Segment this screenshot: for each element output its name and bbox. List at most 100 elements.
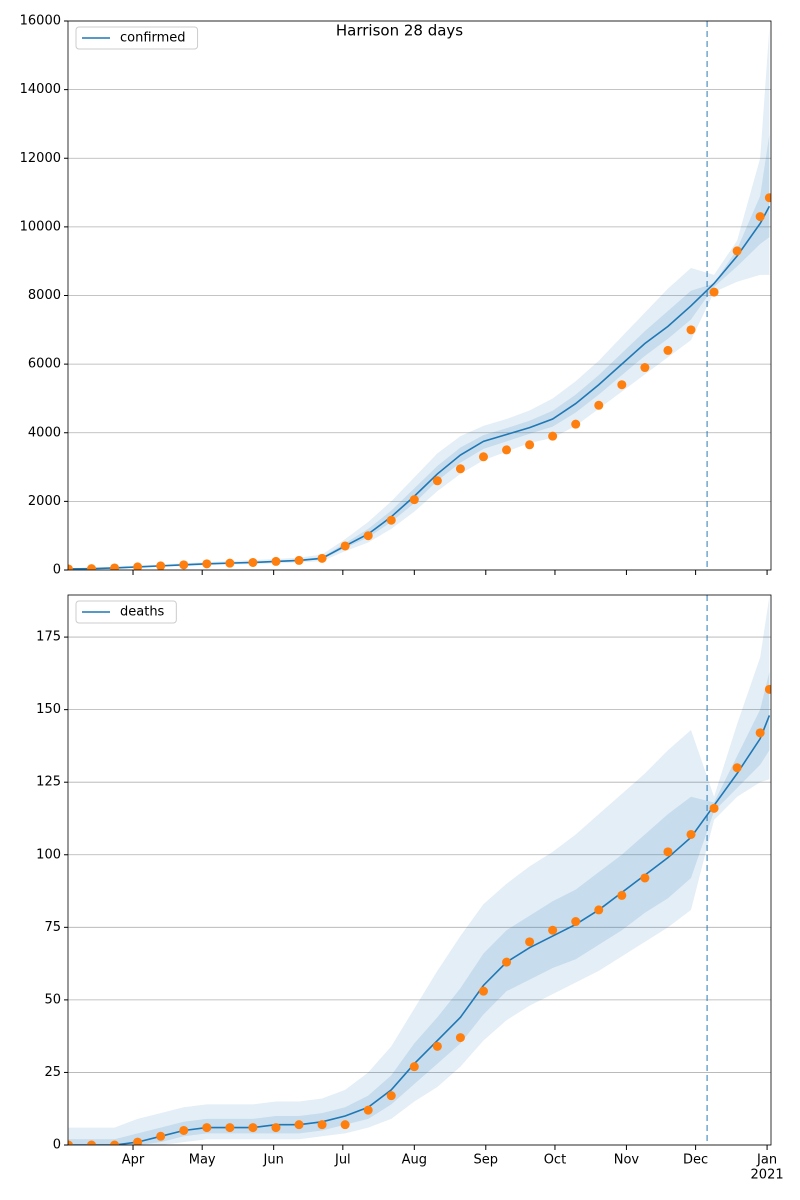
observed-point: [202, 559, 212, 569]
y-tick-label: 16000: [20, 14, 61, 29]
legend-box: [75, 600, 177, 624]
x-tick-label: Apr: [122, 1153, 145, 1168]
observed-point: [133, 1137, 143, 1145]
confidence-band: [68, 134, 770, 570]
plot-frame: [67, 20, 772, 571]
observed-point: [363, 531, 373, 541]
y-tick-label: 0: [53, 563, 61, 578]
y-tick-label: 50: [44, 992, 61, 1007]
observed-point: [571, 419, 581, 429]
observed-point: [179, 560, 189, 570]
confidence-band: [68, 596, 770, 1145]
observed-point: [502, 445, 512, 455]
observed-point: [179, 1125, 189, 1135]
observed-point: [617, 380, 627, 390]
observed-point: [755, 212, 765, 222]
y-tick-label: 125: [36, 775, 61, 790]
x-tick-label: Sep: [474, 1153, 499, 1168]
observed-point: [225, 1123, 235, 1133]
observed-point: [502, 957, 512, 967]
y-tick-label: 0: [53, 1138, 61, 1153]
x-tick-label: Oct: [544, 1153, 566, 1168]
legend-label: deaths: [120, 605, 165, 620]
observed-point: [764, 684, 771, 694]
observed-point: [110, 1140, 120, 1145]
observed-point: [525, 440, 535, 450]
plot-frame: [67, 594, 772, 1146]
y-tick-label: 25: [44, 1065, 61, 1080]
plot-area: [68, 596, 771, 1145]
observed-point: [455, 1033, 465, 1043]
x-tick-label: Aug: [402, 1153, 427, 1168]
observed-point: [317, 1120, 327, 1130]
observed-point: [202, 1123, 212, 1133]
observed-point: [110, 563, 120, 570]
observed-point: [764, 193, 771, 203]
observed-point: [340, 1120, 350, 1130]
y-tick-label: 150: [36, 702, 61, 717]
median-line: [68, 205, 771, 570]
legend: confirmed: [75, 26, 199, 50]
plot-area: [68, 27, 771, 570]
y-tick-label: 12000: [20, 151, 61, 166]
x-tick-label: May: [189, 1153, 216, 1168]
y-tick-label: 8000: [28, 288, 61, 303]
observed-point: [409, 1062, 419, 1072]
observed-point: [386, 1091, 396, 1101]
observed-point: [455, 464, 465, 474]
y-tick-label: 14000: [20, 82, 61, 97]
confidence-band: [68, 671, 770, 1145]
y-tick-label: 100: [36, 847, 61, 862]
y-tick-label: 6000: [28, 357, 61, 372]
x-year-label: 2021: [751, 1168, 784, 1183]
observed-point: [548, 431, 558, 441]
observed-point: [732, 246, 742, 256]
y-tick-label: 175: [36, 630, 61, 645]
observed-point: [640, 363, 650, 373]
observed-point: [317, 553, 327, 563]
observed-point: [271, 556, 281, 566]
x-tick-label: Nov: [614, 1153, 640, 1168]
observed-point: [571, 917, 581, 927]
legend: deaths: [75, 600, 177, 624]
observed-point: [248, 1123, 258, 1133]
observed-point: [225, 558, 235, 568]
legend-box: [75, 26, 199, 50]
observed-point: [248, 557, 258, 567]
x-tick-label: Jan: [756, 1153, 777, 1168]
observed-point: [594, 400, 604, 410]
observed-point: [271, 1123, 281, 1133]
x-tick-label: Dec: [683, 1153, 708, 1168]
observed-point: [640, 873, 650, 883]
observed-point: [386, 515, 396, 525]
observed-point: [432, 1041, 442, 1051]
observed-point: [686, 829, 696, 839]
x-tick-label: Jun: [263, 1153, 284, 1168]
observed-point: [87, 564, 97, 570]
chart-title: Harrison 28 days: [336, 22, 463, 40]
observed-point: [548, 925, 558, 935]
observed-point: [663, 847, 673, 857]
observed-point: [294, 1120, 304, 1130]
observed-point: [709, 803, 719, 813]
observed-point: [617, 890, 627, 900]
y-tick-label: 10000: [20, 219, 61, 234]
observed-point: [755, 728, 765, 738]
observed-point: [68, 564, 73, 570]
observed-point: [87, 1140, 97, 1145]
observed-point: [68, 1140, 73, 1145]
x-tick-label: Jul: [334, 1153, 351, 1168]
y-tick-label: 4000: [28, 425, 61, 440]
observed-point: [363, 1105, 373, 1115]
y-tick-label: 75: [44, 920, 61, 935]
y-tick-label: 2000: [28, 494, 61, 509]
observed-point: [294, 555, 304, 565]
observed-point: [709, 287, 719, 297]
observed-point: [478, 452, 488, 462]
observed-point: [409, 495, 419, 505]
observed-point: [732, 763, 742, 773]
legend-label: confirmed: [120, 31, 186, 46]
observed-point: [156, 1131, 166, 1141]
observed-point: [133, 562, 143, 570]
